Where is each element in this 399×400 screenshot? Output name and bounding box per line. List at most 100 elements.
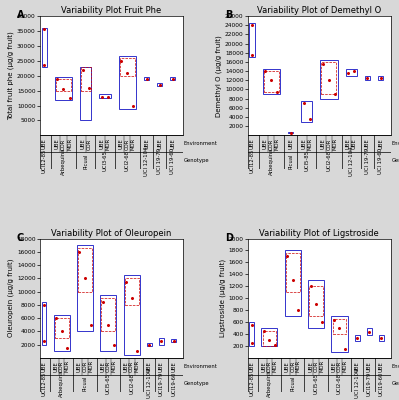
Text: COR: COR: [106, 361, 111, 372]
Bar: [170, 77, 175, 80]
Text: UCI2-68: UCI2-68: [326, 150, 332, 172]
Text: UBE: UBE: [53, 361, 59, 372]
Text: Environment: Environment: [391, 364, 399, 369]
Text: UBE: UBE: [261, 361, 266, 372]
Text: MOR: MOR: [106, 138, 111, 150]
Text: UCI 12-104: UCI 12-104: [147, 369, 152, 398]
Text: MOR: MOR: [65, 360, 70, 372]
Bar: [100, 295, 117, 351]
Bar: [80, 67, 91, 120]
Text: UCI 19-79: UCI 19-79: [157, 148, 162, 174]
Bar: [159, 338, 164, 345]
Text: Genotype: Genotype: [391, 381, 399, 386]
Text: UBE: UBE: [144, 138, 149, 149]
Y-axis label: Total fruit phe (μg/g fruit): Total fruit phe (μg/g fruit): [8, 31, 14, 120]
Text: MOR: MOR: [343, 360, 348, 372]
Bar: [261, 328, 277, 346]
Bar: [120, 58, 135, 76]
Text: Picual: Picual: [83, 153, 88, 169]
Text: UCI5-85: UCI5-85: [304, 150, 309, 172]
Bar: [333, 319, 346, 334]
Bar: [301, 101, 312, 122]
Text: UBE: UBE: [80, 138, 85, 149]
Text: Genotype: Genotype: [184, 381, 209, 386]
Y-axis label: Demethyl O (μg/g fruit): Demethyl O (μg/g fruit): [215, 35, 222, 116]
Bar: [249, 23, 255, 57]
Text: UCI19-79: UCI19-79: [367, 371, 372, 396]
Bar: [332, 316, 348, 352]
Text: MOR: MOR: [296, 360, 301, 372]
Text: UCI19-79: UCI19-79: [159, 371, 164, 396]
Bar: [263, 331, 277, 346]
Bar: [249, 322, 254, 346]
Text: MOR: MOR: [131, 138, 136, 150]
Text: UCI 12-104: UCI 12-104: [349, 146, 354, 176]
Text: UCI19-60: UCI19-60: [379, 371, 384, 396]
Text: UBE: UBE: [170, 138, 175, 149]
Text: UCI 19-79: UCI 19-79: [365, 148, 370, 174]
Bar: [346, 69, 357, 76]
Text: Arbequina: Arbequina: [267, 370, 272, 397]
Text: COR: COR: [326, 138, 332, 150]
Bar: [286, 254, 300, 292]
Bar: [263, 69, 280, 94]
Bar: [365, 76, 370, 80]
Text: UBE: UBE: [99, 138, 105, 149]
Text: UBE: UBE: [355, 361, 360, 372]
Text: UBE: UBE: [367, 361, 372, 372]
Text: MOR: MOR: [111, 360, 117, 372]
Text: UBE: UBE: [77, 361, 82, 372]
Text: UBE: UBE: [249, 361, 254, 372]
Text: UBE: UBE: [378, 138, 383, 149]
Text: Environment: Environment: [184, 141, 217, 146]
Text: UBE: UBE: [100, 361, 105, 372]
Text: UBE: UBE: [320, 138, 325, 149]
Text: UCI12-85: UCI12-85: [41, 371, 46, 396]
Bar: [41, 302, 46, 345]
Text: UCI 19-60: UCI 19-60: [378, 148, 383, 174]
Text: MOR: MOR: [135, 360, 140, 372]
Bar: [41, 28, 47, 67]
Bar: [171, 339, 176, 342]
Text: UBE: UBE: [159, 361, 164, 372]
Bar: [101, 298, 115, 331]
Text: UCI 19-60: UCI 19-60: [170, 148, 175, 174]
Text: Picual: Picual: [290, 376, 295, 391]
Text: UBE: UBE: [288, 138, 293, 149]
Text: UBE: UBE: [379, 361, 384, 372]
Text: COR: COR: [290, 361, 295, 372]
Text: UCI19-60: UCI19-60: [171, 371, 176, 396]
Text: Genotype: Genotype: [391, 158, 399, 164]
Text: Arbequina: Arbequina: [269, 147, 274, 175]
Text: Picual: Picual: [288, 153, 293, 169]
Text: COR: COR: [61, 138, 66, 150]
Text: D: D: [225, 232, 233, 242]
Text: UCI2-68: UCI2-68: [125, 150, 130, 172]
Text: Genotype: Genotype: [184, 158, 209, 164]
Bar: [144, 77, 149, 80]
Text: MOR: MOR: [333, 138, 338, 150]
Text: UCI2-68: UCI2-68: [337, 373, 342, 394]
Text: COR: COR: [337, 361, 342, 372]
Bar: [322, 62, 336, 94]
Text: UCI12-85: UCI12-85: [42, 149, 47, 173]
Text: Environment: Environment: [184, 364, 217, 369]
Text: UBE: UBE: [308, 361, 313, 372]
Text: UBE: UBE: [41, 361, 46, 372]
Bar: [124, 275, 140, 354]
Text: Arbequina: Arbequina: [59, 370, 64, 397]
Bar: [288, 132, 293, 133]
Bar: [309, 286, 323, 316]
Bar: [355, 335, 359, 341]
Bar: [77, 245, 93, 331]
Text: UBE: UBE: [346, 138, 351, 149]
Text: UBE: UBE: [365, 138, 370, 149]
Text: UCI12-85: UCI12-85: [250, 149, 255, 173]
Text: UBE: UBE: [124, 361, 128, 372]
Bar: [53, 315, 70, 351]
Bar: [81, 67, 91, 91]
Y-axis label: Oleuropein (μg/g fruit): Oleuropein (μg/g fruit): [8, 259, 14, 338]
Text: MOR: MOR: [273, 360, 278, 372]
Text: UBE: UBE: [42, 138, 47, 149]
Text: UBE: UBE: [250, 138, 255, 149]
